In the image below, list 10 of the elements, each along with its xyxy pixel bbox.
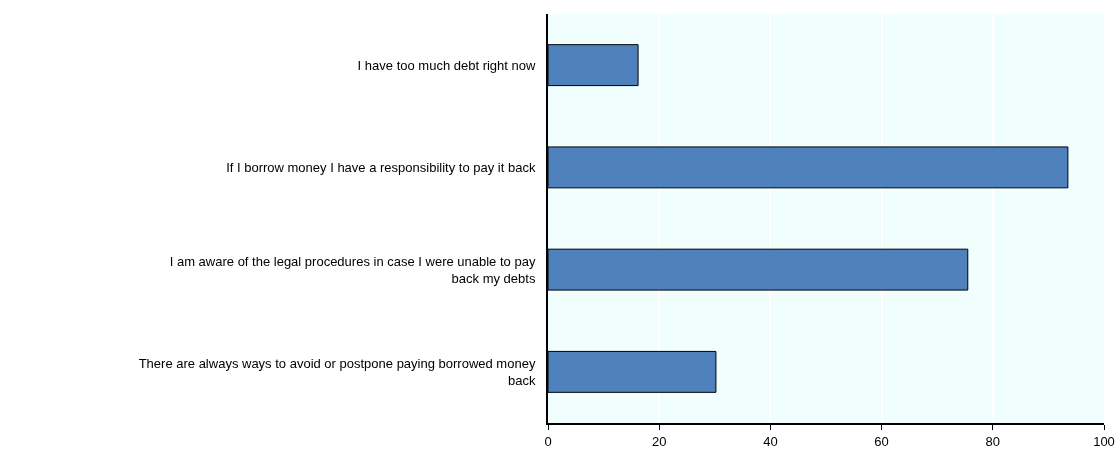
- y-tick-label: There are always ways to avoid or postpone paying borrowed money back: [138, 355, 536, 388]
- y-tick-label: I am aware of the legal procedures in case I were unable to pay back my debts: [169, 253, 536, 286]
- x-tick-label: 20: [651, 433, 667, 449]
- y-tick-label: I have too much debt right now: [357, 57, 536, 73]
- y-tick-label: If I borrow money I have a responsibility to pay it back: [226, 159, 536, 175]
- x-tick-label: 100: [1093, 433, 1115, 449]
- x-tick-label: 0: [544, 433, 552, 449]
- x-tick-label: 40: [763, 433, 778, 449]
- x-tick-label: 60: [874, 433, 889, 449]
- x-tick-label: 80: [985, 433, 1001, 449]
